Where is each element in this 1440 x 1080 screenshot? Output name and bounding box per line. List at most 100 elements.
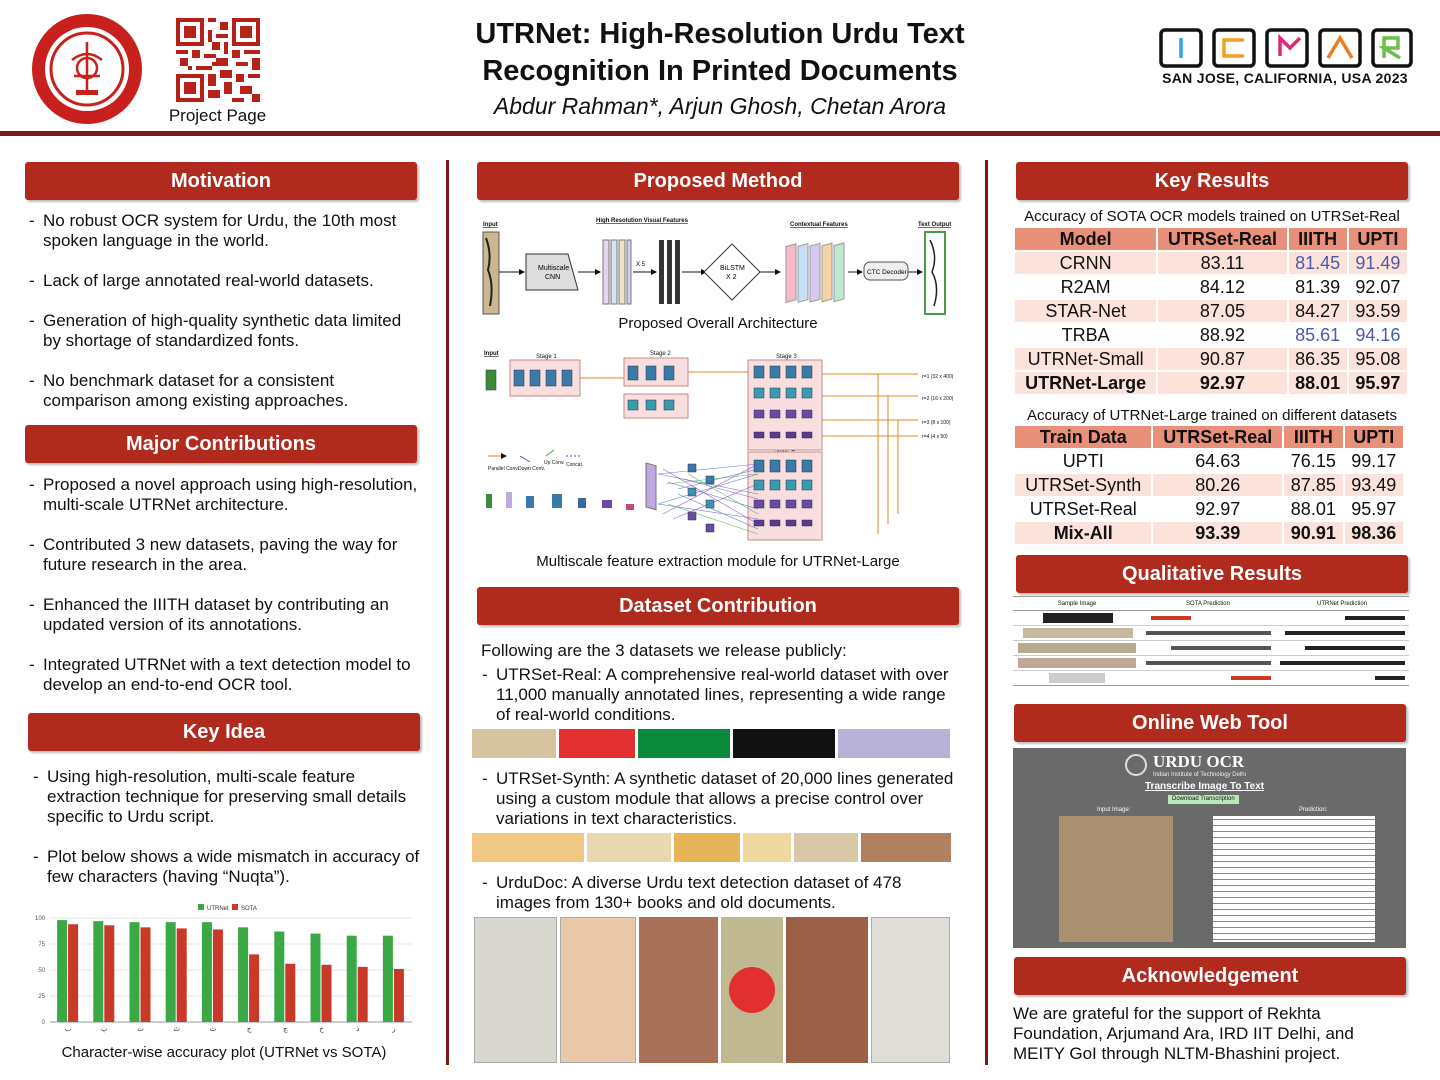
x-tick-label: ج xyxy=(247,1025,252,1033)
qual-col-utrnet: UTRNet Prediction xyxy=(1316,600,1367,607)
feature-block xyxy=(801,519,813,527)
x-tick-label: ت xyxy=(137,1025,144,1033)
cell: TRBA xyxy=(1012,322,1159,348)
x-tick-label: چ xyxy=(283,1025,288,1033)
list-item: Using high-resolution, multi-scale featu… xyxy=(31,767,426,827)
arch-hr-label: High Resolution Visual Features xyxy=(596,218,689,224)
header-rule xyxy=(0,131,1440,136)
table-row: CRNN 83.11 81.45 91.49 xyxy=(1012,250,1410,276)
feature-block xyxy=(705,523,715,533)
bar-sota xyxy=(249,954,260,1022)
feature-block xyxy=(801,499,813,509)
column-divider-1 xyxy=(446,160,449,1065)
list-item: Enhanced the IIITH dataset by contributi… xyxy=(27,595,422,635)
cell: 94.16 xyxy=(1346,322,1410,348)
arch-input-label: Input xyxy=(483,222,498,228)
x-tick-label: پ xyxy=(101,1025,108,1033)
cell: 87.05 xyxy=(1156,298,1289,324)
cell: R2AM xyxy=(1012,274,1159,300)
cell: UPTI xyxy=(1012,448,1154,474)
ack-heading: Acknowledgement xyxy=(1014,957,1406,995)
table-header-row: Train Data UTRSet-Real IIITH UPTI xyxy=(1012,424,1406,450)
r4-label: r=4 (4 x 50) xyxy=(922,434,948,440)
feature-block xyxy=(485,369,497,391)
cell: 88.01 xyxy=(1286,370,1349,396)
cell: 84.27 xyxy=(1286,298,1349,324)
feature-block xyxy=(801,365,813,379)
cell: STAR-Net xyxy=(1012,298,1159,324)
arch-caption: Proposed Overall Architecture xyxy=(618,315,818,332)
cell: Mix-All xyxy=(1012,520,1154,546)
cell: 90.91 xyxy=(1282,520,1345,546)
cell: 83.11 xyxy=(1156,250,1289,276)
feature-block xyxy=(769,519,781,527)
ms-caption: Multiscale feature extraction module for… xyxy=(536,553,900,570)
bar-utrnet xyxy=(165,922,176,1022)
legend-parallel: Parallel Conv. xyxy=(488,466,519,472)
cell: 64.63 xyxy=(1151,448,1285,474)
feature-block xyxy=(753,365,765,379)
y-tick-label: 0 xyxy=(42,1020,46,1026)
webtool-subtitle: Indian Institute of Technology Delhi xyxy=(1153,772,1246,778)
cell: CRNN xyxy=(1012,250,1159,276)
webtool-screenshot[interactable]: URDU OCR Indian Institute of Technology … xyxy=(1013,748,1406,948)
qr-code[interactable] xyxy=(176,18,260,102)
bar-sota xyxy=(140,927,151,1022)
legend-down: Down Conv. xyxy=(518,466,545,472)
qualitative-table: Sample Image SOTA Prediction UTRNet Pred… xyxy=(1013,596,1409,688)
feature-block xyxy=(753,431,765,439)
cell: 85.61 xyxy=(1286,322,1349,348)
bar-sota xyxy=(212,929,223,1022)
table-1-caption: Accuracy of SOTA OCR models trained on U… xyxy=(1024,208,1400,225)
column-header: UPTI xyxy=(1342,424,1406,450)
iit-delhi-logo xyxy=(32,14,142,124)
column-header: Train Data xyxy=(1012,424,1154,450)
utrset-real-samples xyxy=(472,729,958,758)
bar-sota xyxy=(321,964,332,1022)
arch-out-label: Text Output xyxy=(918,222,951,228)
list-item: No benchmark dataset for a consistent co… xyxy=(27,371,422,411)
list-item: Contributed 3 new datasets, paving the w… xyxy=(27,535,422,575)
table-row: R2AM 84.12 81.39 92.07 xyxy=(1012,274,1410,300)
feature-block xyxy=(545,369,557,387)
stage-4-label: Stage 4 xyxy=(774,448,795,454)
svg-text:X 2: X 2 xyxy=(726,274,737,281)
cell: 95.97 xyxy=(1342,496,1406,522)
bar-utrnet xyxy=(382,935,393,1022)
bar-utrnet xyxy=(238,927,249,1022)
feature-block xyxy=(785,499,797,509)
cell: 90.87 xyxy=(1156,346,1289,372)
bar-utrnet xyxy=(310,933,321,1022)
ms-legend xyxy=(488,449,582,463)
dataset-list-3: UrduDoc: A diverse Urdu text detection d… xyxy=(480,873,960,933)
legend-swatch xyxy=(232,904,238,910)
webtool-link[interactable]: Transcribe Image To Text xyxy=(1145,781,1265,792)
title-line-2: Recognition In Printed Documents xyxy=(482,55,958,87)
feature-block xyxy=(769,387,781,399)
list-item: Plot below shows a wide mismatch in accu… xyxy=(31,847,426,887)
column-divider-2 xyxy=(985,160,988,1065)
x-tick-label: خ xyxy=(319,1025,324,1033)
feature-block xyxy=(753,479,765,491)
legend-swatch xyxy=(198,904,204,910)
motivation-heading: Motivation xyxy=(25,162,417,200)
feature-block xyxy=(627,399,639,411)
feature-block xyxy=(801,459,813,473)
conference-label: SAN JOSE, CALIFORNIA, USA 2023 xyxy=(1162,70,1408,86)
feature-block xyxy=(529,369,541,387)
dataset-heading: Dataset Contribution xyxy=(477,587,959,625)
feature-block xyxy=(785,431,797,439)
download-button[interactable]: Download Transcription xyxy=(1168,795,1239,804)
x-tick-label: ذ xyxy=(356,1025,359,1033)
r2-label: r=2 (16 x 200) xyxy=(922,396,954,402)
key-results-heading: Key Results xyxy=(1016,162,1408,200)
cell: UTRSet-Synth xyxy=(1012,472,1154,498)
feature-block xyxy=(687,487,697,497)
column-header: UTRSet-Real xyxy=(1156,226,1289,252)
qualitative-heading: Qualitative Results xyxy=(1016,555,1408,593)
poster-header: Project Page UTRNet: High-Resolution Urd… xyxy=(0,0,1440,138)
bar-sota xyxy=(176,928,187,1022)
legend-concat: Concat. xyxy=(566,462,583,468)
feature-block xyxy=(801,431,813,439)
feature-block xyxy=(769,499,781,509)
